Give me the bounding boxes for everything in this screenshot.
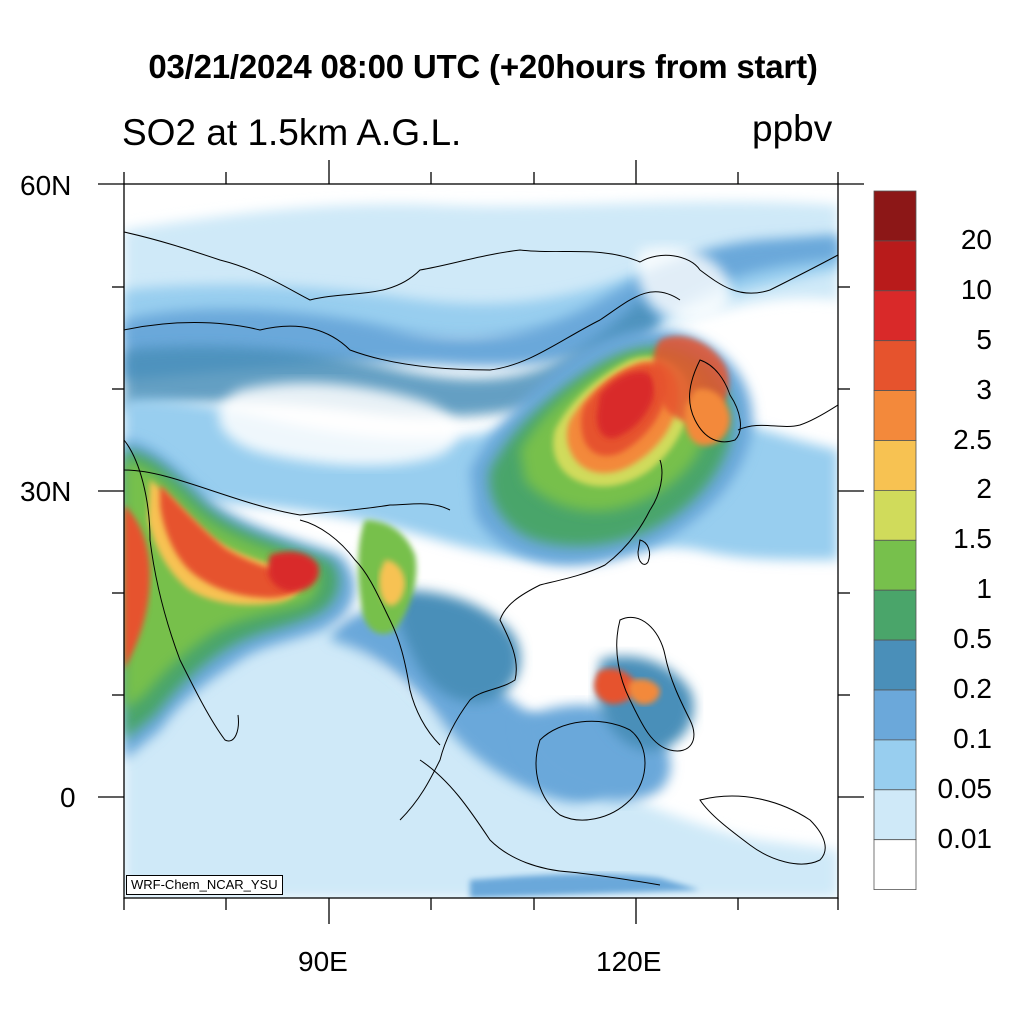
colorbar-label: 0.01 [937,822,993,854]
colorbar-label: 5 [976,323,992,355]
coastlines [124,231,838,886]
colorbar-label: 0.1 [953,722,992,754]
concentration-field [124,201,838,898]
colorbar-label: 20 [960,223,992,255]
colorbar-swatch [873,639,917,691]
lon-label-120e: 120E [596,946,662,977]
colorbar-swatch [873,440,917,491]
colorbar-swatch [873,489,917,541]
plot-frame [123,183,839,899]
colorbar-swatch [873,789,917,841]
colorbar-swatch [873,739,917,791]
lat-label-0: 0 [60,782,76,813]
colorbar-label: 1.5 [953,523,992,555]
colorbar-label: 2.5 [953,423,992,455]
colorbar-swatch [873,539,917,591]
units-label: ppbv [752,108,833,149]
colorbar-label: 1 [976,573,992,605]
colorbar-swatch [873,290,917,342]
colorbar-swatch [873,589,917,641]
map-title: 03/21/2024 08:00 UTC (+20hours from star… [148,48,818,85]
colorbar-swatch [873,839,917,891]
colorbar-label: 0.05 [937,772,993,804]
colorbar-label: 2 [976,473,992,505]
colorbar-label: 0.5 [953,623,992,655]
lat-label-60n: 60N [20,170,72,201]
model-credit-label: WRF-Chem_NCAR_YSU [126,875,283,895]
colorbar-label: 0.2 [953,673,992,704]
colorbar [873,190,917,891]
colorbar-swatch [873,390,917,441]
colorbar-label: 3 [976,373,992,405]
colorbar-swatch [873,240,917,292]
colorbar-swatch [873,689,917,741]
lon-label-90e: 90E [298,946,348,977]
colorbar-swatch [873,190,917,242]
colorbar-label: 10 [960,273,992,305]
variable-subtitle: SO2 at 1.5km A.G.L. [122,112,462,153]
colorbar-swatch [873,340,917,392]
axis-ticks [98,160,864,924]
lat-label-30n: 30N [20,476,72,507]
